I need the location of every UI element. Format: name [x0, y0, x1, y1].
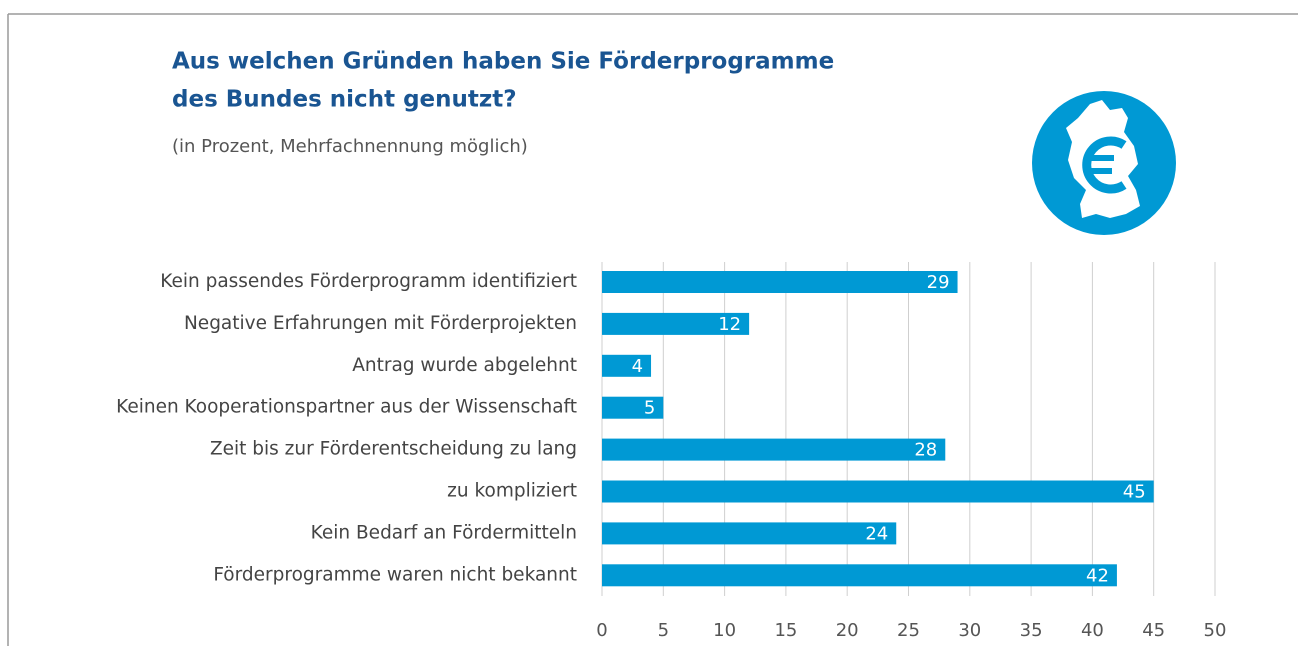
x-tick-label: 25	[897, 620, 920, 641]
x-tick-label: 5	[658, 620, 669, 641]
value-label: 5	[644, 398, 655, 419]
icon-euro	[1082, 136, 1127, 194]
x-tick-label: 20	[836, 620, 859, 641]
x-tick-label: 40	[1081, 620, 1104, 641]
chart-title: Aus welchen Gründen haben Sie Förderprog…	[172, 49, 834, 75]
y-tick-label: Kein Bedarf an Fördermitteln	[311, 522, 577, 543]
bar	[602, 354, 652, 377]
value-label: 12	[718, 314, 741, 335]
y-tick-label: Kein passendes Förderprogramm identifizi…	[160, 271, 577, 292]
chart-title: des Bundes nicht genutzt?	[172, 87, 517, 113]
x-tick-label: 30	[958, 620, 981, 641]
y-tick-label: zu kompliziert	[447, 481, 577, 502]
bar	[602, 480, 1154, 503]
value-label: 29	[927, 272, 950, 293]
bar	[602, 438, 946, 461]
x-tick-label: 45	[1142, 620, 1165, 641]
y-tick-label: Förderprogramme waren nicht bekannt	[213, 564, 577, 585]
value-label: 45	[1123, 482, 1146, 503]
bar	[602, 522, 897, 545]
value-label: 42	[1086, 565, 1109, 586]
x-tick-label: 10	[713, 620, 736, 641]
x-tick-label: 35	[1020, 620, 1043, 641]
value-label: 24	[865, 523, 888, 544]
value-label: 28	[914, 440, 937, 461]
x-tick-label: 15	[774, 620, 797, 641]
x-tick-label: 0	[596, 620, 607, 641]
bar	[602, 396, 664, 419]
bar	[602, 312, 750, 335]
value-label: 4	[632, 356, 643, 377]
chart-subtitle: (in Prozent, Mehrfachnennung möglich)	[172, 136, 528, 157]
y-tick-label: Keinen Kooperationspartner aus der Wisse…	[116, 397, 577, 418]
x-tick-label: 50	[1204, 620, 1227, 641]
bar	[602, 271, 958, 293]
y-tick-label: Zeit bis zur Förderentscheidung zu lang	[210, 439, 577, 460]
bar	[602, 564, 1117, 587]
y-tick-label: Antrag wurde abgelehnt	[352, 355, 577, 376]
y-tick-label: Negative Erfahrungen mit Förderprojekten	[184, 313, 577, 334]
icon	[1032, 91, 1176, 235]
